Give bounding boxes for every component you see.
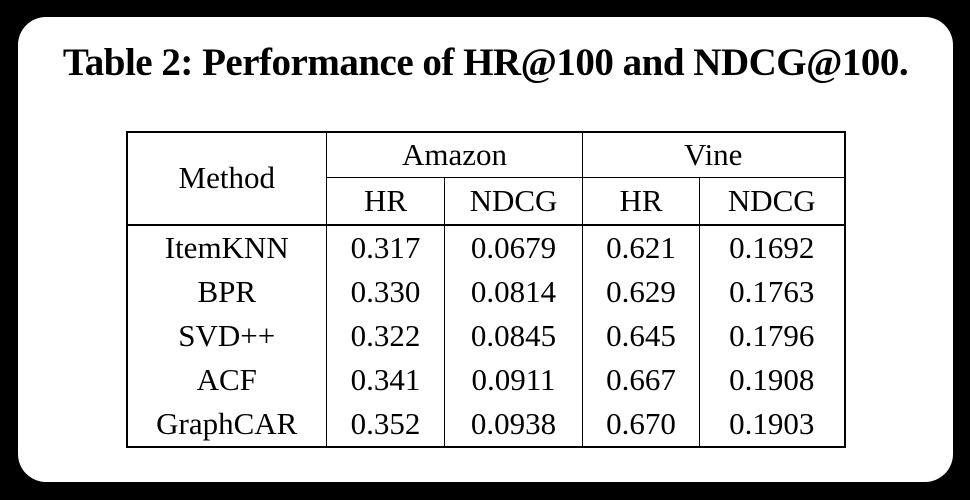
value-cell: 0.1796: [699, 313, 845, 358]
value-cell: 0.0938: [444, 401, 583, 447]
value-cell: 0.1692: [699, 223, 845, 270]
subheader-amazon-hr: HR: [326, 177, 445, 226]
value-cell: 0.1763: [699, 269, 845, 314]
value-cell: 0.341: [326, 357, 445, 402]
value-cell: 0.322: [326, 313, 445, 358]
value-cell: 0.330: [326, 269, 445, 314]
value-cell: 0.0814: [444, 269, 583, 314]
table-row-graphcar: GraphCAR 0.352 0.0938 0.670 0.1903: [126, 401, 845, 447]
header-group-row: Method Amazon Vine: [126, 131, 845, 225]
value-cell: 0.667: [582, 357, 700, 402]
method-cell: BPR: [126, 269, 327, 314]
value-cell: 0.1908: [699, 357, 845, 402]
value-cell: 0.670: [582, 401, 700, 447]
table-row-itemknn: ItemKNN 0.317 0.0679 0.621 0.1692: [126, 223, 845, 270]
table-row-bpr: BPR 0.330 0.0814 0.629 0.1763: [126, 269, 845, 314]
table-row-acf: ACF 0.341 0.0911 0.667 0.1908: [126, 357, 845, 402]
value-cell: 0.352: [326, 401, 445, 447]
method-cell: GraphCAR: [126, 401, 327, 447]
table-row-svdpp: SVD++ 0.322 0.0845 0.645 0.1796: [126, 313, 845, 358]
column-header-method: Method: [126, 131, 327, 225]
value-cell: 0.317: [326, 223, 445, 270]
value-cell: 0.0845: [444, 313, 583, 358]
method-cell: ItemKNN: [126, 223, 327, 270]
group-header-amazon: Amazon: [326, 131, 583, 178]
value-cell: 0.621: [582, 223, 700, 270]
header-sub-row: HR NDCG HR NDCG: [127, 177, 845, 226]
method-cell: ACF: [126, 357, 327, 402]
subheader-amazon-ndcg: NDCG: [444, 177, 583, 226]
subheader-vine-ndcg: NDCG: [699, 177, 845, 226]
value-cell: 0.0679: [444, 223, 583, 270]
method-cell: SVD++: [126, 313, 327, 358]
results-table: Method Amazon Vine HR NDCG HR NDCG ItemK…: [125, 130, 846, 448]
table-caption: Table 2: Performance of HR@100 and NDCG@…: [62, 41, 909, 84]
value-cell: 0.1903: [699, 401, 845, 447]
value-cell: 0.629: [582, 269, 700, 314]
group-header-vine: Vine: [582, 131, 845, 178]
value-cell: 0.0911: [444, 357, 583, 402]
paper-card: Table 2: Performance of HR@100 and NDCG@…: [18, 17, 953, 482]
value-cell: 0.645: [582, 313, 700, 358]
subheader-vine-hr: HR: [582, 177, 700, 226]
